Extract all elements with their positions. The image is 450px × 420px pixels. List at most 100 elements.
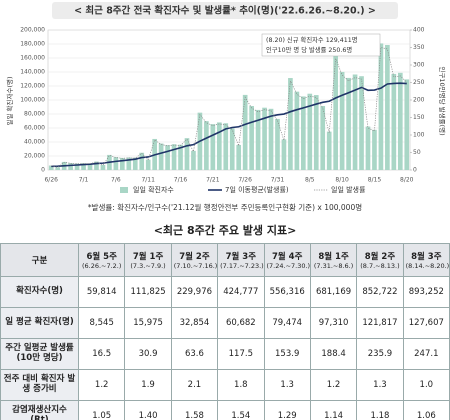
table-cell: 1.06	[402, 400, 450, 420]
bar	[359, 76, 364, 170]
table-row: 확진자수(명) 59,814 111,825 229,976 424,777 556,31…	[0, 276, 450, 308]
table-row: 감염재생산지수(Rt) 1.05 1.40 1.58 1.54 1.29 1.14 1.18 1…	[0, 400, 450, 420]
x-tick-label: 8/5	[305, 177, 315, 184]
x-tick-label: 7/31	[271, 177, 285, 184]
annotation-box	[261, 33, 381, 57]
table-cell: 229,976	[170, 276, 219, 308]
table-cell: 1.58	[170, 400, 219, 420]
column-header: 8월 1주 (7.31.~8.6.)	[309, 243, 358, 277]
legend-label: 7일 이동평균(발생률)	[225, 185, 289, 194]
table-cell: 424,777	[217, 276, 265, 308]
bar	[385, 44, 390, 170]
title-box	[52, 2, 398, 19]
y2-axis-title: 인구10만명당 발생률(명)	[438, 66, 447, 135]
table-cell: 1.29	[263, 400, 311, 420]
table-cell: 1.2	[77, 369, 126, 401]
column-week: 8월 2주	[364, 252, 396, 262]
x-tick-label: 7/6	[111, 177, 121, 184]
bar	[113, 157, 119, 170]
x-tick-label: 7/11	[141, 177, 155, 184]
y-tick-label: 60,000	[24, 125, 45, 132]
y-tick-label: 120,000	[20, 83, 45, 90]
corner-cell: 구분	[0, 243, 79, 277]
bar	[281, 139, 287, 170]
bar	[204, 121, 209, 170]
column-range: (7.31.~8.6.)	[313, 262, 354, 270]
y2-tick-label: 50	[413, 149, 421, 156]
x-tick-label: 8/20	[400, 177, 414, 184]
table-cell: 852,722	[356, 276, 404, 308]
bar	[404, 79, 410, 170]
y2-tick-label: 150	[413, 114, 425, 121]
table-cell: 153.9	[263, 338, 311, 370]
annotation: 인구10만 명 당 발생률 250.6명	[266, 45, 352, 54]
table-cell: 1.54	[217, 400, 265, 420]
bar	[184, 138, 190, 170]
chart-title: < 최근 8주간 전국 확진자수 및 발생률* 추이(명)('22.6.26.~…	[74, 5, 376, 17]
table-cell: 127,607	[402, 307, 450, 339]
table-cell: 59,814	[77, 276, 126, 308]
annotation: (8.20) 신규 확진자수 129,411명	[266, 35, 358, 44]
bar	[255, 109, 261, 170]
bar	[87, 163, 93, 170]
column-week: 7월 3주	[225, 252, 257, 262]
bar	[55, 167, 61, 170]
y2-tick-label: 200	[413, 97, 425, 104]
table-cell: 97,310	[309, 307, 358, 339]
bar	[352, 74, 358, 170]
y2-tick-label: 350	[413, 44, 425, 51]
legend-label: 일일 발생률	[331, 185, 366, 194]
y-tick-label: 40,000	[24, 139, 45, 146]
table-cell: 1.3	[356, 369, 404, 401]
bar	[365, 126, 371, 170]
bar	[391, 73, 397, 170]
table-cell: 2.1	[170, 369, 219, 401]
y-tick-label: 80,000	[24, 111, 45, 118]
table-cell: 893,252	[402, 276, 450, 308]
table-cell: 1.40	[124, 400, 172, 420]
x-tick-label: 7/21	[206, 177, 220, 184]
bar	[294, 91, 300, 170]
bar	[326, 131, 332, 170]
y2-tick-label: 250	[413, 79, 425, 86]
legend-swatch	[120, 187, 128, 193]
y-tick-label: 180,000	[20, 41, 45, 48]
bar	[229, 128, 235, 170]
column-range: (8.14.~8.20.)	[405, 262, 450, 270]
table-cell: 121,817	[356, 307, 404, 339]
bar	[288, 78, 293, 170]
row-label: 일 평균 확진자(명)	[0, 307, 79, 339]
x-tick-label: 8/15	[368, 177, 382, 184]
y-tick-label: 140,000	[20, 69, 45, 76]
column-week: 8월 1주	[318, 252, 349, 262]
table-row: 일 평균 확진자(명) 8,545 15,975 32,854 60,682 79,474…	[0, 307, 450, 339]
bar	[145, 159, 151, 170]
table-cell: 30.9	[124, 338, 172, 370]
table-cell: 681,169	[309, 276, 358, 308]
y-tick-label: 200,000	[20, 27, 45, 34]
table-cell: 111,825	[124, 276, 172, 308]
y-tick-label: 160,000	[20, 55, 45, 62]
bar	[191, 150, 196, 170]
table-cell: 235.9	[356, 338, 404, 370]
bar	[313, 95, 319, 170]
bar	[397, 72, 403, 170]
table-cell: 32,854	[170, 307, 219, 339]
bar	[171, 144, 177, 170]
column-range: (7.10.~7.16.)	[173, 262, 218, 270]
y-axis-title: 일일 확진자수(명)	[5, 77, 14, 126]
x-tick-label: 7/1	[79, 177, 89, 184]
y-tick-label: 100,000	[20, 97, 45, 104]
bar	[94, 161, 99, 170]
bar	[275, 118, 280, 170]
row-label: 감염재생산지수(Rt)	[0, 400, 79, 420]
bar	[378, 43, 384, 171]
table-cell: 79,474	[263, 307, 311, 339]
table-title: <최근 8주간 주요 발생 지표>	[153, 224, 297, 237]
column-range: (6.26.~7.2.)	[81, 262, 122, 270]
bar	[178, 144, 183, 170]
column-header: 7월 4주 (7.24.~7.30.)	[263, 243, 311, 277]
chart: < 최근 8주간 전국 확진자수 및 발생률* 추이(명)('22.6.26.~…	[5, 2, 447, 212]
bar	[320, 106, 326, 170]
table-body: 확진자수(명) 59,814 111,825 229,976 424,777 556,31…	[0, 276, 450, 420]
